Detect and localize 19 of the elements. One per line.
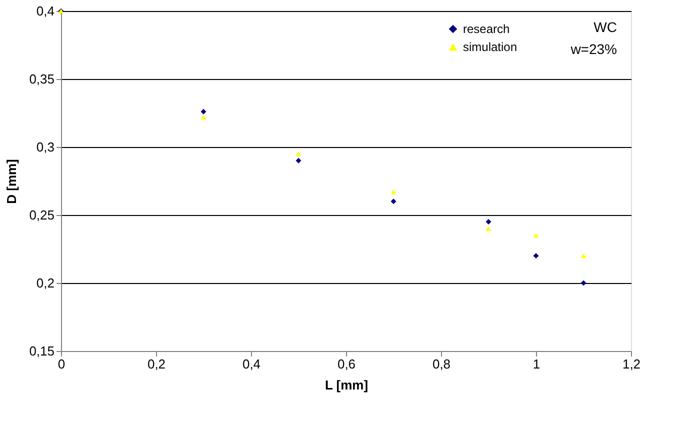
x-tick-label: 0,8: [432, 356, 451, 372]
annotation: WC: [594, 19, 617, 35]
legend-label: research: [463, 22, 510, 36]
x-tick-label: 0,4: [242, 356, 261, 372]
x-tick-label: 0: [58, 356, 66, 372]
annotation: w=23%: [570, 41, 617, 57]
x-tick-label: 0,6: [337, 356, 356, 372]
y-tick-label: 0,35: [29, 72, 54, 86]
y-axis-title: D [mm]: [4, 159, 20, 204]
x-tick-label: 1: [532, 356, 540, 372]
x-tick-label: 1,2: [622, 356, 641, 372]
x-axis-title: L [mm]: [324, 378, 368, 392]
x-tick-label: 0,2: [147, 356, 166, 372]
y-tick-label: 0,25: [29, 208, 54, 222]
legend-label: simulation: [463, 40, 518, 54]
y-tick-label: 0,4: [36, 4, 54, 18]
y-tick-label: 0,3: [36, 140, 54, 154]
y-tick-label: 0,2: [36, 276, 54, 290]
y-tick-label: 0,15: [29, 344, 54, 358]
